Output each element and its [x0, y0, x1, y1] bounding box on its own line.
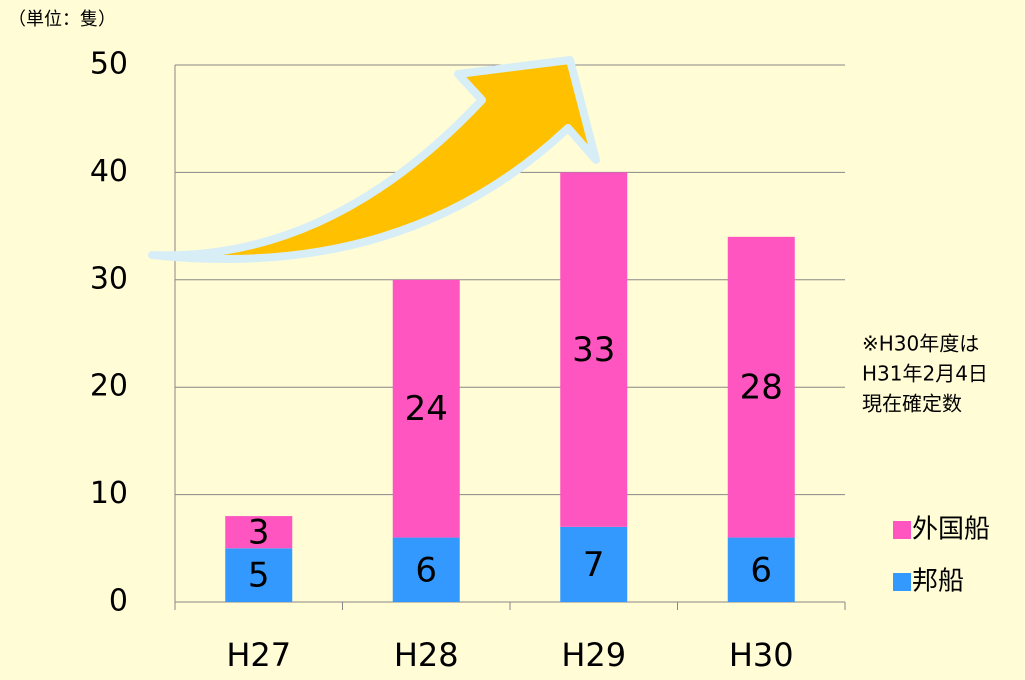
unit-label: （単位：隻）	[8, 9, 116, 30]
x-tick-label: H27	[226, 636, 291, 674]
note: ※H30年度は	[862, 332, 979, 356]
note: 現在確定数	[862, 392, 962, 416]
legend-label: 外国船	[912, 515, 990, 545]
data-label: 7	[583, 545, 605, 585]
x-tick-label: H30	[729, 636, 794, 674]
data-label: 6	[750, 550, 772, 590]
x-tick-label: H29	[561, 636, 626, 674]
data-label: 3	[248, 513, 270, 553]
data-label: 6	[415, 550, 437, 590]
legend-swatch	[893, 521, 911, 539]
chart: （単位：隻） 0 10 20 30 40 50 H27 53 H28 6 24 H29 7 33 H30 6 2…	[0, 0, 1025, 680]
y-tick-label: 10	[90, 476, 128, 511]
y-tick-label: 30	[90, 261, 128, 296]
legend-label: 邦船	[912, 567, 964, 597]
data-label: 33	[572, 330, 615, 370]
data-label: 5	[248, 556, 270, 596]
y-tick-label: 0	[109, 584, 128, 619]
y-tick-label: 40	[90, 154, 128, 189]
data-label: 24	[405, 389, 448, 429]
data-label: 28	[740, 368, 783, 408]
trend-arrow	[152, 60, 596, 259]
legend-swatch	[893, 573, 911, 591]
x-tick-label: H28	[394, 636, 459, 674]
y-tick-label: 20	[90, 369, 128, 404]
note: H31年2月4日	[862, 362, 988, 386]
y-tick-label: 50	[90, 47, 128, 82]
